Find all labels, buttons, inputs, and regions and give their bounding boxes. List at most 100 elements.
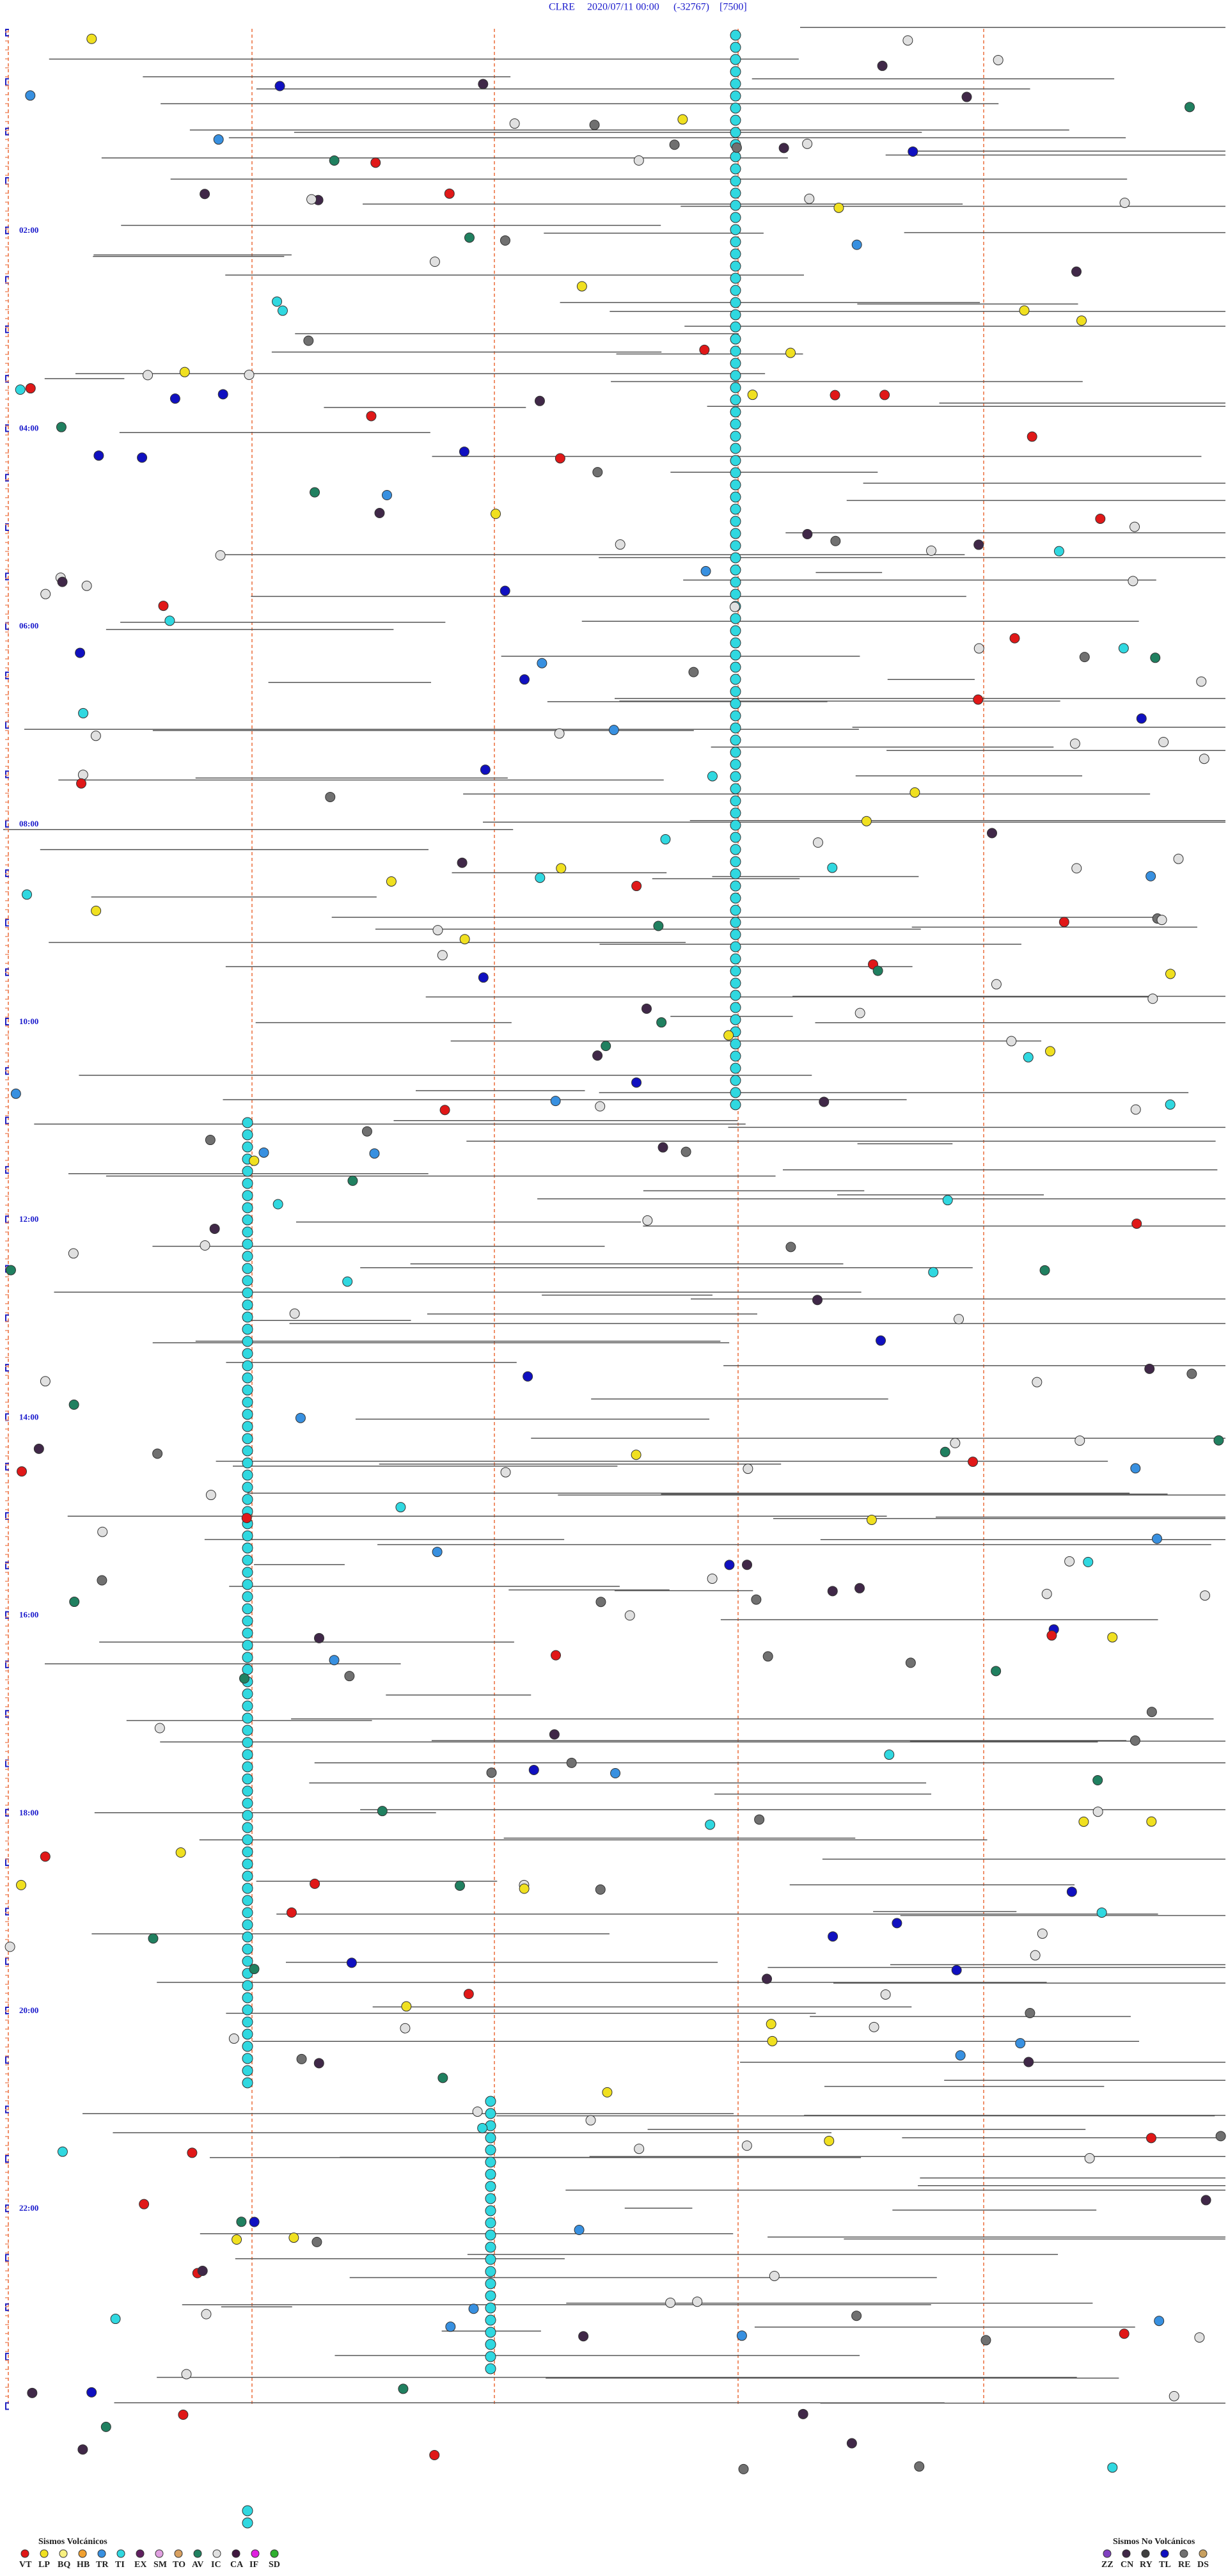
- event: [747, 390, 758, 400]
- event: [1019, 305, 1030, 316]
- event: [228, 2033, 239, 2044]
- tremor-event: [242, 1579, 253, 1590]
- tremor-event: [730, 151, 741, 162]
- tremor-event: [485, 2193, 496, 2204]
- row-bracket: [5, 473, 9, 482]
- event: [342, 1276, 353, 1287]
- row-bracket: [5, 2303, 9, 2311]
- event: [77, 2444, 88, 2455]
- tremor-event: [242, 1360, 253, 1371]
- samples: [7500]: [720, 2, 747, 13]
- tremor-event: [485, 2254, 496, 2265]
- tremor-event: [730, 309, 741, 320]
- tremor-event: [730, 358, 741, 369]
- tremor-event: [242, 1202, 253, 1213]
- time-label: 12:00: [19, 1214, 38, 1224]
- tremor-event: [242, 2028, 253, 2040]
- event: [1130, 1104, 1141, 1115]
- event: [1025, 2007, 1035, 2018]
- legend-code: BQ: [58, 2560, 70, 2570]
- event: [1199, 754, 1209, 764]
- tremor-event: [730, 710, 741, 722]
- event: [961, 91, 972, 102]
- tremor-event: [730, 479, 741, 491]
- event: [10, 1088, 21, 1099]
- tremor-event: [242, 1433, 253, 1444]
- tremor-event: [242, 1554, 253, 1566]
- event: [164, 615, 175, 626]
- tremor-event: [242, 1457, 253, 1469]
- tremor-event: [242, 1615, 253, 1627]
- event: [40, 1851, 51, 1862]
- tremor-event: [730, 1002, 741, 1013]
- datetime: 2020/07/11 00:00: [587, 2, 659, 13]
- event: [519, 1883, 530, 1894]
- event: [366, 411, 377, 422]
- row-bracket: [5, 1462, 9, 1471]
- legend-code: SM: [154, 2560, 167, 2570]
- legend-swatch: [155, 2549, 164, 2558]
- event: [1119, 2328, 1130, 2339]
- tremor-event: [242, 1737, 253, 1748]
- event: [57, 2146, 68, 2157]
- event: [110, 2314, 121, 2325]
- event: [1146, 1816, 1157, 1827]
- tremor-event: [242, 1846, 253, 1858]
- event: [1130, 521, 1140, 532]
- event: [137, 452, 148, 463]
- event: [76, 778, 87, 789]
- event: [175, 1847, 186, 1858]
- event: [370, 157, 381, 168]
- tremor-event: [485, 2169, 496, 2180]
- event: [1039, 1265, 1050, 1276]
- event: [1078, 1816, 1089, 1827]
- legend-swatch: [193, 2549, 202, 2558]
- event: [1194, 2332, 1205, 2343]
- tremor-event: [730, 503, 741, 515]
- tremor-event: [730, 1014, 741, 1025]
- tremor-event: [242, 1482, 253, 1493]
- event: [762, 1651, 773, 1662]
- tremor-event: [242, 1907, 253, 1918]
- tremor-event: [485, 2156, 496, 2168]
- event: [1053, 546, 1064, 557]
- event: [209, 1223, 220, 1234]
- row-bracket: [5, 770, 9, 778]
- tremor-event: [242, 1542, 253, 1554]
- event: [1064, 1556, 1075, 1567]
- event: [851, 239, 862, 250]
- event: [1130, 1463, 1141, 1474]
- tremor-event: [242, 1287, 253, 1299]
- tremor-event: [730, 78, 741, 90]
- event: [955, 2050, 966, 2061]
- tremor-event: [730, 576, 741, 588]
- event: [950, 1437, 961, 1448]
- row-bracket: [5, 1215, 9, 1224]
- station: CLRE: [549, 2, 575, 13]
- event: [205, 1490, 216, 1501]
- event: [528, 1764, 539, 1775]
- row-bracket: [5, 2353, 9, 2361]
- tremor-event: [730, 1075, 741, 1086]
- tremor-event: [242, 1263, 253, 1274]
- tremor-event: [242, 1895, 253, 1906]
- tremor-event: [730, 564, 741, 576]
- tremor-event: [730, 637, 741, 649]
- event: [705, 1819, 716, 1830]
- event: [585, 2115, 596, 2126]
- tremor-event: [730, 1087, 741, 1098]
- event: [310, 1878, 320, 1889]
- row-bracket: [5, 523, 9, 531]
- event: [914, 2461, 925, 2472]
- legend-swatch: [232, 2549, 240, 2558]
- event: [601, 1041, 611, 1052]
- tremor-event: [485, 2241, 496, 2253]
- event: [4, 1941, 15, 1952]
- legend-code: AV: [192, 2560, 203, 2570]
- event: [731, 142, 742, 153]
- tremor-event: [730, 953, 741, 965]
- event: [152, 1448, 163, 1459]
- event: [615, 539, 626, 550]
- event: [344, 1671, 355, 1682]
